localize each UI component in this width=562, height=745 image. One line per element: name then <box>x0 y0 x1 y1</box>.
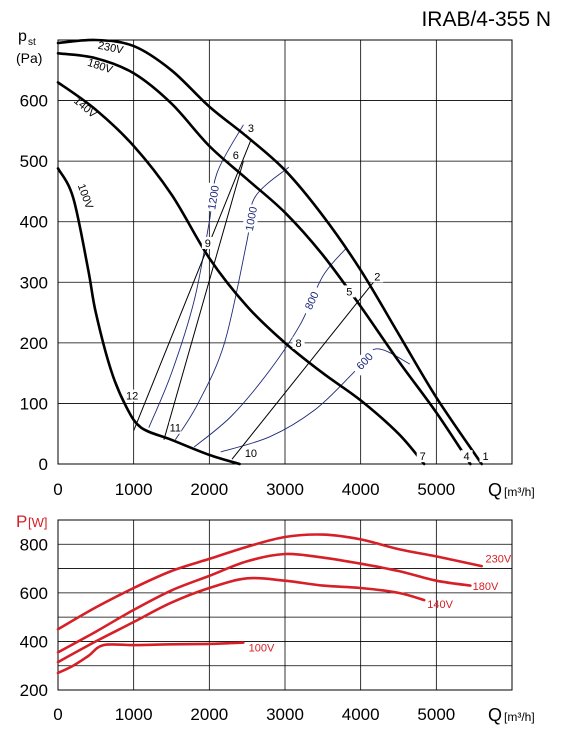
x-axis-label: Q <box>488 705 502 725</box>
y-axis-unit: (Pa) <box>16 50 42 66</box>
y-tick-label: 200 <box>20 681 48 700</box>
power-chart: 0 1000 2000 3000 4000 5000 200 400 600 800 P [W] Q [m… <box>16 512 535 725</box>
pressure-curve-100V <box>56 167 241 466</box>
point-label: 6 <box>233 150 239 162</box>
x-tick-label: 3000 <box>266 705 304 724</box>
y-tick-label: 200 <box>20 334 48 353</box>
x-tick-label: 3000 <box>266 480 304 499</box>
y-axis-label: p <box>18 28 27 45</box>
speed-curve-label: 1200 <box>206 185 222 211</box>
pressure-chart: 0 1000 2000 3000 4000 5000 0 100 200 300 400 500 600… <box>16 8 551 500</box>
point-label-bg <box>126 389 139 402</box>
point-label-bg <box>371 270 384 283</box>
point-label: 10 <box>245 448 257 460</box>
y-tick-label: 0 <box>39 455 48 474</box>
curve-label: 230V <box>486 553 512 565</box>
y-axis-label: P <box>16 512 27 531</box>
x-tick-label: 0 <box>53 705 62 724</box>
point-label-bg <box>201 236 214 249</box>
system-line-10-2 <box>231 278 377 460</box>
speed-label-bg <box>349 346 380 377</box>
pressure-curve-230V <box>56 38 483 466</box>
point-label: 2 <box>374 271 380 283</box>
x-axis-label: Q <box>488 480 502 500</box>
power-curve-100V <box>56 641 245 675</box>
speed-curve-1200 <box>148 124 244 428</box>
x-tick-label: 5000 <box>417 480 455 499</box>
x-tick-label: 1000 <box>115 705 153 724</box>
point-label-bg <box>479 450 492 463</box>
speed-curve-600 <box>220 348 411 453</box>
y-tick-label: 500 <box>20 152 48 171</box>
x-tick-label: 0 <box>53 480 62 499</box>
point-label-bg <box>460 450 473 463</box>
x-tick-label: 5000 <box>417 705 455 724</box>
curve-label: 140V <box>427 599 453 611</box>
y-tick-label: 800 <box>20 535 48 554</box>
curve-label: 100V <box>249 643 275 655</box>
x-tick-label: 2000 <box>190 480 228 499</box>
y-tick-label: 100 <box>20 394 48 413</box>
power-curve-140V <box>56 576 426 664</box>
point-label: 8 <box>296 338 302 350</box>
power-curve-230V <box>56 533 483 631</box>
point-label: 12 <box>126 391 138 403</box>
x-tick-label: 4000 <box>342 705 380 724</box>
y-tick-label: 600 <box>20 584 48 603</box>
x-tick-label: 2000 <box>190 705 228 724</box>
speed-curve-1000 <box>174 166 290 441</box>
speed-curve-label: 1000 <box>244 206 260 232</box>
system-line-11-6 <box>163 161 244 440</box>
y-tick-label: 300 <box>20 273 48 292</box>
y-axis-label-sub: st <box>28 37 36 48</box>
pressure-curve-140V <box>56 81 426 466</box>
point-label-bg <box>416 450 429 463</box>
chart-title: IRAB/4-355 N <box>421 8 551 31</box>
point-label-bg <box>244 121 257 134</box>
point-label-bg <box>244 447 257 460</box>
speed-label-bg <box>299 284 324 317</box>
curve-label: 100V <box>75 182 95 211</box>
point-label: 11 <box>170 423 181 435</box>
speed-label-bg <box>204 182 223 213</box>
curve-label: 230V <box>97 40 125 57</box>
x-tick-label: 1000 <box>115 480 153 499</box>
y-tick-label: 400 <box>20 213 48 232</box>
point-label: 9 <box>205 238 211 250</box>
curve-label: 140V <box>71 95 99 121</box>
plot-frame <box>57 519 513 691</box>
power-curve-180V <box>56 552 472 654</box>
x-tick-label: 4000 <box>342 480 380 499</box>
y-tick-label: 600 <box>20 92 48 111</box>
point-label-bg <box>292 336 305 349</box>
pressure-curve-180V <box>56 52 472 466</box>
y-tick-label: 400 <box>20 632 48 651</box>
system-line-12-3 <box>133 139 252 431</box>
speed-label-bg <box>241 203 261 234</box>
point-label-bg <box>343 285 356 298</box>
plot-frame <box>57 39 513 465</box>
point-label: 5 <box>346 286 352 298</box>
point-label-bg <box>229 149 242 162</box>
point-label: 7 <box>420 451 426 463</box>
point-label-bg <box>169 421 182 434</box>
speed-curve-800 <box>193 248 346 448</box>
y-axis-unit: [W] <box>28 515 48 530</box>
curve-label: 180V <box>86 57 115 77</box>
x-axis-unit: [m³/h] <box>504 485 535 499</box>
point-label: 1 <box>482 451 488 463</box>
x-axis-unit: [m³/h] <box>504 710 535 724</box>
point-label: 4 <box>464 451 470 463</box>
curve-label: 180V <box>473 581 499 593</box>
point-label: 3 <box>248 123 254 135</box>
